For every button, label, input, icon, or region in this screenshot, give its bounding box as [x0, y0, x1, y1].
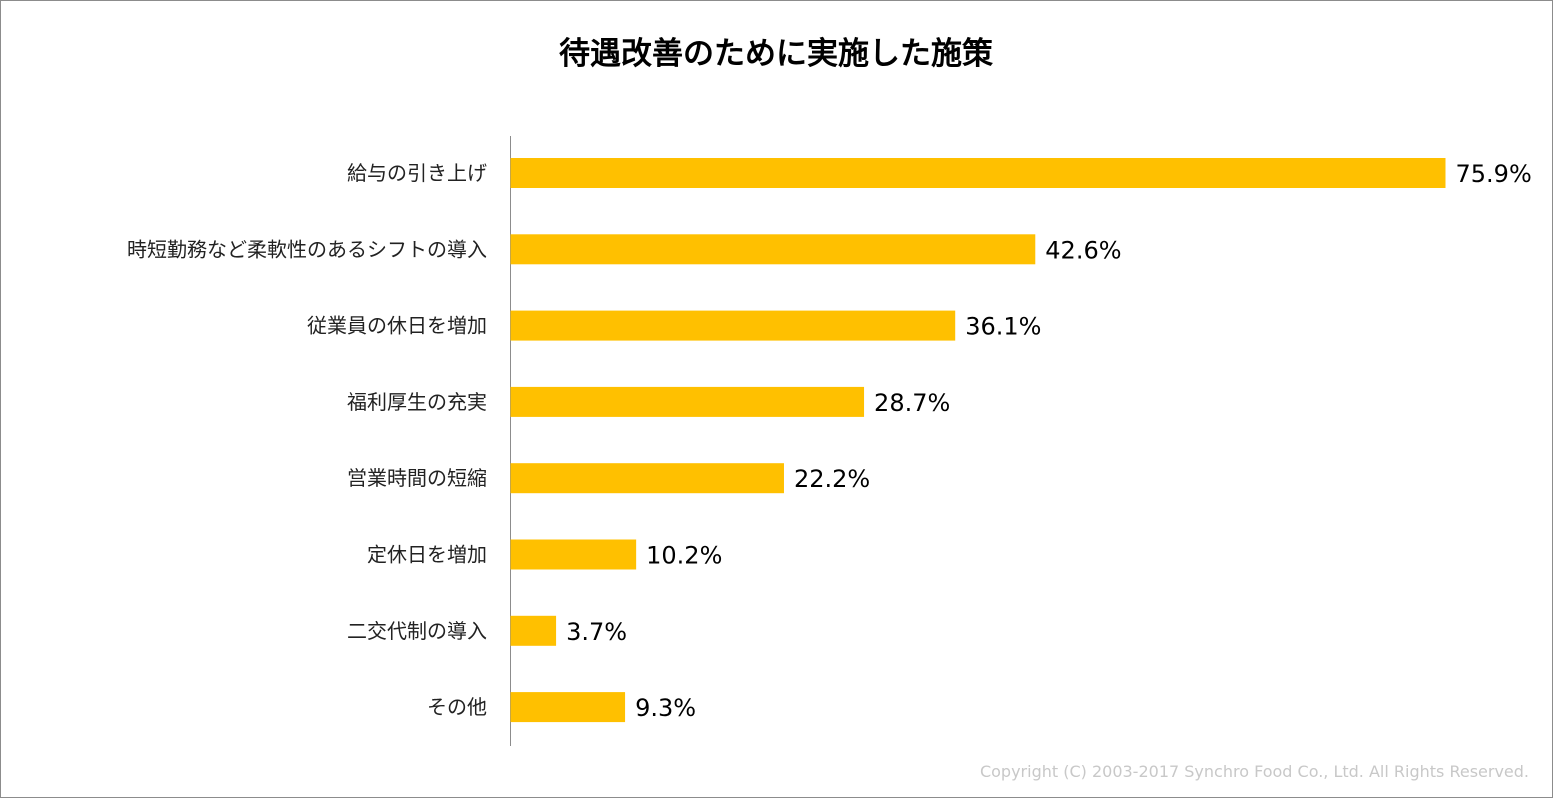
bar — [510, 158, 1446, 188]
bar — [510, 539, 637, 570]
value-label: 3.7% — [566, 618, 627, 646]
chart-title: 待遇改善のために実施した施策 — [559, 36, 993, 72]
bar — [510, 692, 626, 723]
value-label: 36.1% — [965, 313, 1041, 341]
category-label: 二交代制の導入 — [347, 619, 487, 643]
category-label: 営業時間の短縮 — [347, 466, 487, 490]
category-label: その他 — [427, 695, 487, 719]
bar — [510, 463, 784, 494]
value-label: 42.6% — [1045, 236, 1121, 264]
copyright-text: Copyright (C) 2003-2017 Synchro Food Co.… — [980, 762, 1529, 781]
bar — [510, 310, 956, 341]
category-label: 給与の引き上げ — [347, 161, 487, 185]
bar — [510, 615, 557, 646]
value-label: 75.9% — [1456, 160, 1532, 188]
bar — [510, 234, 1036, 265]
value-label: 22.2% — [794, 465, 870, 493]
category-label: 福利厚生の充実 — [347, 390, 487, 414]
category-label: 従業員の休日を増加 — [307, 314, 487, 338]
category-label: 定休日を増加 — [367, 543, 487, 567]
value-label: 28.7% — [874, 389, 950, 417]
bar — [510, 386, 865, 417]
value-label: 10.2% — [646, 542, 722, 570]
value-label: 9.3% — [635, 694, 696, 722]
category-label: 時短勤務など柔軟性のあるシフトの導入 — [127, 237, 487, 261]
